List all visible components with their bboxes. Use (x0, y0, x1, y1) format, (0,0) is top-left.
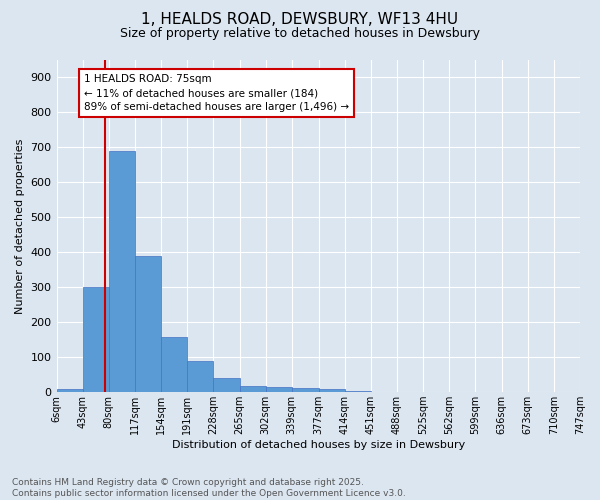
Bar (135, 256, 161, 392)
Bar (239, 386, 266, 392)
Bar (214, 378, 239, 392)
Text: 1, HEALDS ROAD, DEWSBURY, WF13 4HU: 1, HEALDS ROAD, DEWSBURY, WF13 4HU (142, 12, 458, 28)
Bar (109, 151, 135, 392)
Text: Contains HM Land Registry data © Crown copyright and database right 2025.
Contai: Contains HM Land Registry data © Crown c… (12, 478, 406, 498)
Bar (319, 388, 345, 392)
Bar (292, 388, 319, 392)
Bar (266, 387, 292, 392)
X-axis label: Distribution of detached houses by size in Dewsbury: Distribution of detached houses by size … (172, 440, 465, 450)
Bar (161, 338, 187, 392)
Text: Size of property relative to detached houses in Dewsbury: Size of property relative to detached ho… (120, 28, 480, 40)
Text: 1 HEALDS ROAD: 75sqm
← 11% of detached houses are smaller (184)
89% of semi-deta: 1 HEALDS ROAD: 75sqm ← 11% of detached h… (84, 74, 349, 112)
Bar (187, 360, 214, 392)
Bar (83, 288, 109, 392)
Bar (56, 390, 83, 392)
Y-axis label: Number of detached properties: Number of detached properties (15, 138, 25, 314)
